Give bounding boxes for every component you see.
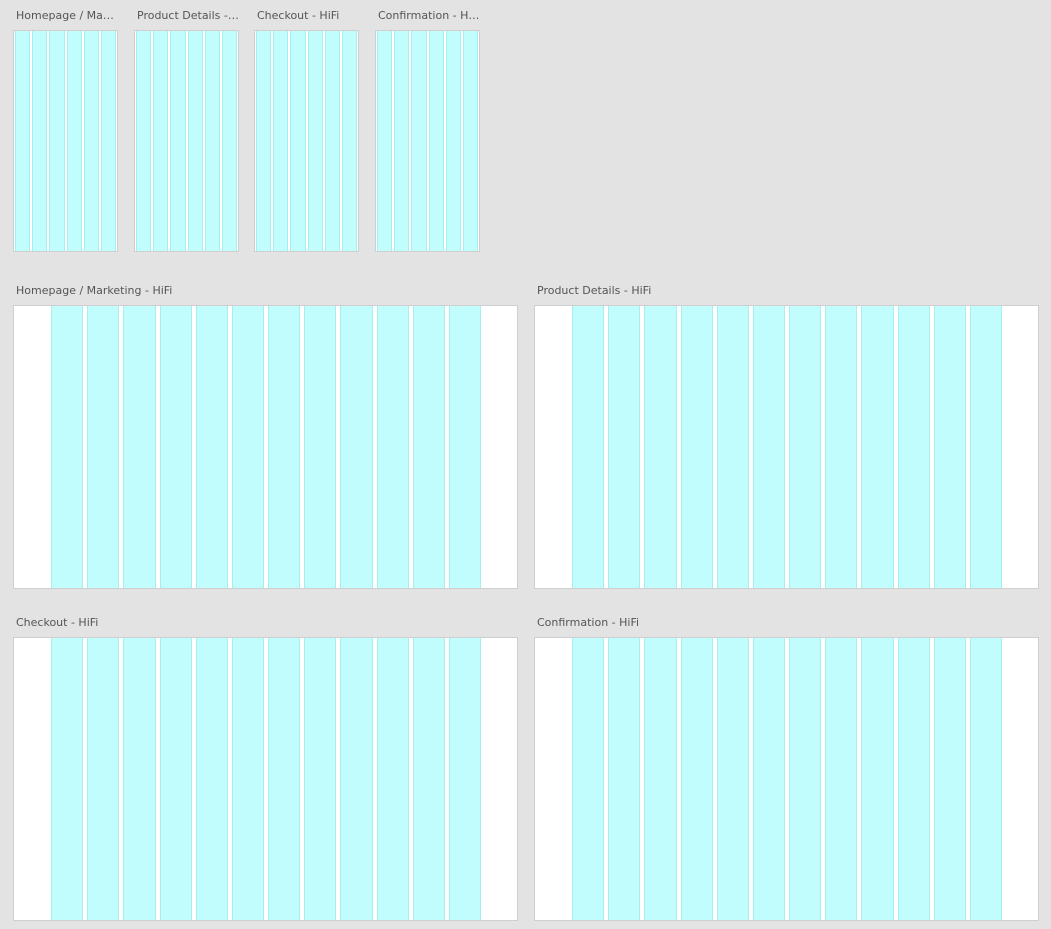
artboard-title-confirmation-small[interactable]: Confirmation - HiFi [378,9,480,22]
grid-column [680,306,713,588]
grid-column [340,306,373,588]
artboard-checkout-large[interactable] [13,637,518,921]
grid-column [376,306,409,588]
grid-column [716,638,749,920]
grid-column [87,638,120,920]
grid-column [412,638,445,920]
grid-column [411,31,427,251]
grid-column [789,638,822,920]
grid-column [448,306,482,588]
grid-column [752,306,786,588]
grid-column [716,306,749,588]
grid-column [51,306,84,588]
artboard-title-homepage-small[interactable]: Homepage / Marketing - HiFi [16,9,118,22]
grid-column [49,31,65,251]
grid-column [608,638,641,920]
grid-column [933,306,966,588]
grid-column [221,31,238,251]
grid-column [83,31,99,251]
grid-column [394,31,410,251]
grid-column [969,306,1003,588]
grid-column [608,306,641,588]
grid-column [680,638,713,920]
grid-column [428,31,444,251]
column-grid [136,31,238,251]
column-grid [15,31,117,251]
grid-column [170,31,186,251]
artboard-product-details-large[interactable] [534,305,1039,589]
grid-column [644,306,677,588]
column-grid [51,638,482,920]
grid-column [341,31,358,251]
artboard-homepage-small[interactable] [13,30,118,252]
grid-column [377,31,393,251]
grid-column [195,306,228,588]
grid-column [304,306,337,588]
grid-column [897,638,930,920]
column-grid [377,31,479,251]
grid-column [324,31,340,251]
grid-column [273,31,289,251]
grid-column [307,31,323,251]
grid-column [100,31,117,251]
grid-column [15,31,31,251]
grid-column [445,31,461,251]
grid-column [159,638,192,920]
artboard-product-details-small[interactable] [134,30,239,252]
grid-column [376,638,409,920]
grid-column [572,638,605,920]
grid-column [66,31,82,251]
artboard-confirmation-large[interactable] [534,637,1039,921]
grid-column [187,31,203,251]
grid-column [752,638,786,920]
column-grid [572,638,1003,920]
artboard-homepage-large[interactable] [13,305,518,589]
grid-column [897,306,930,588]
grid-column [462,31,479,251]
grid-column [123,638,156,920]
grid-column [304,638,337,920]
column-grid [572,306,1003,588]
column-grid [256,31,358,251]
grid-column [933,638,966,920]
grid-column [159,306,192,588]
artboard-title-checkout-large[interactable]: Checkout - HiFi [16,616,99,629]
grid-column [412,306,445,588]
column-grid [51,306,482,588]
grid-column [32,31,48,251]
grid-column [861,306,894,588]
grid-column [268,306,301,588]
grid-column [825,306,858,588]
artboard-confirmation-small[interactable] [375,30,480,252]
artboard-title-confirmation-large[interactable]: Confirmation - HiFi [537,616,640,629]
grid-column [195,638,228,920]
grid-column [231,306,265,588]
grid-column [231,638,265,920]
grid-column [123,306,156,588]
grid-column [340,638,373,920]
grid-column [825,638,858,920]
grid-column [136,31,152,251]
grid-column [256,31,272,251]
artboard-title-homepage-large[interactable]: Homepage / Marketing - HiFi [16,284,173,297]
grid-column [448,638,482,920]
artboard-title-product-details-large[interactable]: Product Details - HiFi [537,284,652,297]
artboard-title-product-details-small[interactable]: Product Details - HiFi [137,9,239,22]
grid-column [572,306,605,588]
grid-column [268,638,301,920]
grid-column [87,306,120,588]
grid-column [969,638,1003,920]
grid-column [153,31,169,251]
artboard-checkout-small[interactable] [254,30,359,252]
grid-column [290,31,306,251]
grid-column [789,306,822,588]
grid-column [51,638,84,920]
artboard-title-checkout-small[interactable]: Checkout - HiFi [257,9,340,22]
grid-column [204,31,220,251]
grid-column [861,638,894,920]
grid-column [644,638,677,920]
